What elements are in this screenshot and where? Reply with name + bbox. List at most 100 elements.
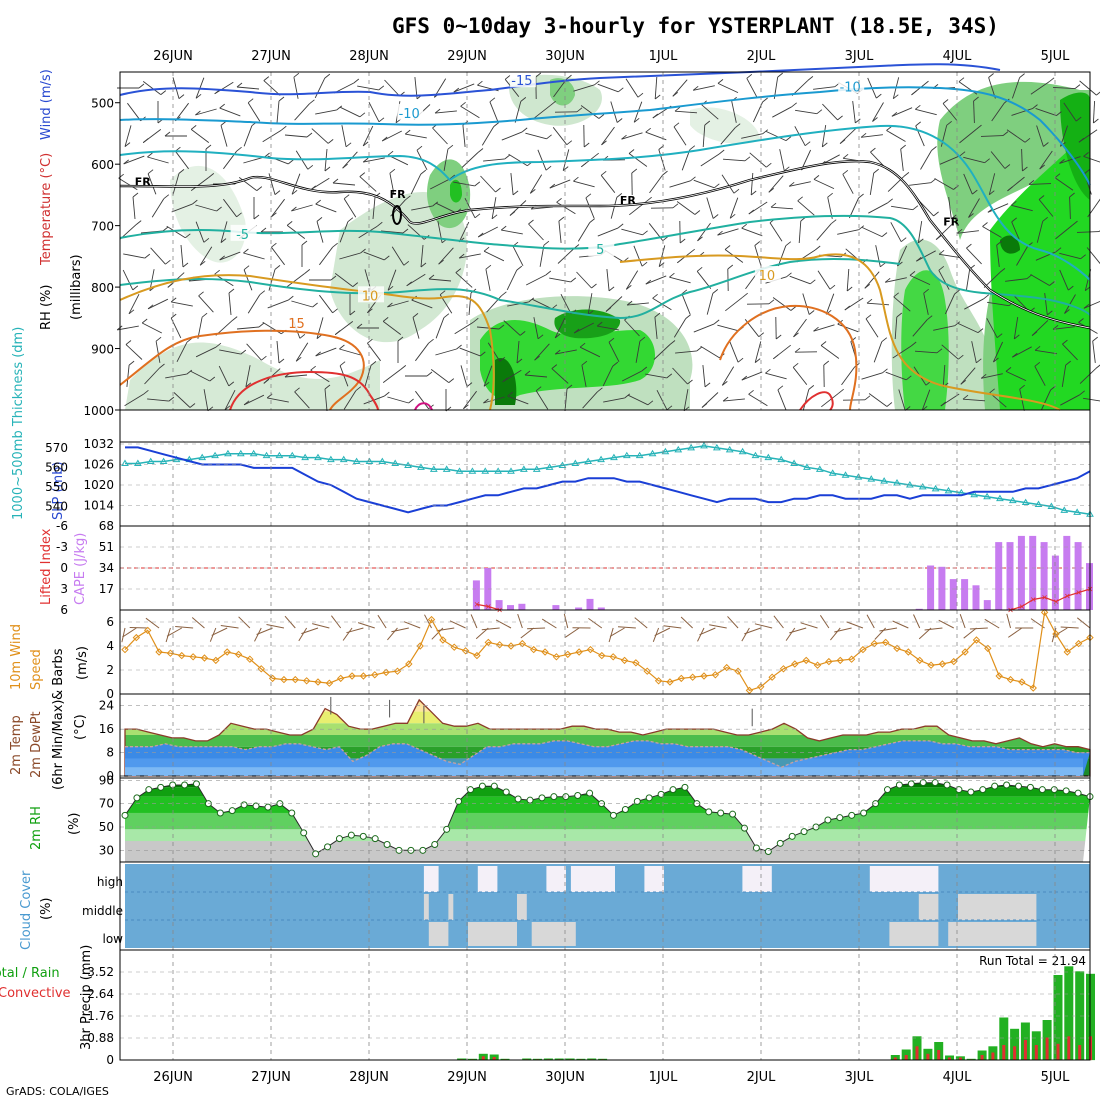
wind-barb: [576, 271, 592, 289]
wind10-speed-marker: [348, 672, 356, 680]
wind10-speed-marker: [609, 653, 617, 661]
wind10-speed-marker: [314, 678, 322, 686]
wind-barb-flag: [713, 319, 720, 325]
wind-barb: [1061, 365, 1067, 387]
thickness-marker: [159, 457, 168, 465]
wind-barb: [669, 276, 691, 284]
wind-barb-flag: [412, 313, 419, 318]
run-total-label: Run Total = 21.94: [979, 954, 1086, 968]
precip-convective-bar: [926, 1053, 930, 1061]
wind-barb: [485, 269, 491, 291]
wind10-speed-marker: [825, 657, 833, 666]
thickness-tick-label: 540: [45, 499, 68, 513]
rh-marker: [216, 809, 224, 817]
rh-marker: [883, 786, 891, 794]
wind-barb: [176, 341, 188, 363]
precip-total-bar: [1010, 1028, 1020, 1061]
wind-barb: [1069, 196, 1071, 220]
wind-barb-flag: [142, 138, 149, 143]
wind-barb-flag: [581, 360, 588, 366]
wind-barb: [957, 230, 979, 234]
rh-marker: [443, 825, 451, 833]
wind-barb-flag: [420, 262, 427, 268]
wind-barb-flag: [543, 240, 550, 246]
wind10-speed-marker: [654, 677, 663, 685]
cape-bar: [586, 598, 594, 610]
cape-bar: [972, 585, 980, 610]
wind-barb-flag: [170, 297, 177, 303]
date-label-bottom: 3JUL: [845, 1070, 875, 1085]
wind-barb: [382, 321, 402, 335]
wind-barb-flag: [882, 368, 888, 374]
thickness-marker: [1060, 506, 1069, 513]
rh-marker: [324, 843, 332, 851]
rh-marker: [121, 811, 129, 819]
wind-barb: [1006, 129, 1026, 143]
wind-barb: [155, 341, 161, 363]
wind-barb-flag: [195, 110, 201, 116]
wind-barb: [597, 227, 619, 237]
wind-barb: [552, 127, 568, 145]
thickness-marker: [983, 492, 991, 500]
wind-barb-flag: [219, 255, 225, 261]
wind-barb-flag: [744, 156, 751, 162]
wind-barb: [219, 349, 241, 355]
wind-barb-flag: [147, 152, 153, 158]
wind-barb: [821, 125, 827, 147]
wind-barb-flag: [858, 193, 864, 199]
wind-barb: [754, 245, 762, 267]
wind-barb-flag: [1002, 131, 1009, 136]
wind-barb-flag: [750, 190, 757, 196]
wind-barb-flag: [312, 302, 318, 308]
wind-barb-flag: [397, 336, 404, 342]
cloud-axis-label: Cloud Cover: [19, 870, 34, 950]
wind-barb: [506, 269, 518, 291]
wind-barb-flag: [186, 369, 193, 375]
wind-barb-flag: [295, 356, 302, 362]
wind-barb: [820, 345, 840, 359]
wind10-barb: [588, 617, 603, 629]
wind-barb: [122, 269, 134, 291]
wind-barb-flag: [637, 92, 644, 98]
wind10-barb: [220, 625, 239, 629]
wind-barb: [944, 293, 956, 315]
isotherm-minus5: [119, 124, 1091, 281]
cape-tick-label: 34: [99, 561, 114, 575]
wind10-speed-marker: [1063, 648, 1071, 656]
wind-barb: [503, 320, 521, 336]
wind-barb: [1059, 252, 1081, 260]
wind-barb: [501, 229, 523, 235]
wind10-barb: [312, 623, 330, 629]
wind-barb-flag: [343, 194, 350, 200]
wind-barb: [821, 392, 839, 408]
precip-total-bar: [522, 1058, 532, 1060]
wind-barb: [171, 203, 193, 213]
wind-barb-flag: [791, 102, 797, 108]
precip-convective-bar: [1045, 1037, 1049, 1060]
wind-barb: [141, 322, 163, 334]
wind10-tick-label: 6: [106, 615, 114, 629]
precip-convective-bar: [958, 1057, 962, 1060]
wind10-barb: [527, 627, 546, 630]
wind-barb: [195, 108, 217, 116]
wind-barb: [885, 371, 907, 381]
pressure-tick-label: 600: [91, 158, 114, 172]
wind-barb: [342, 151, 358, 169]
wind-barb: [794, 126, 806, 146]
wind-barb-flag: [742, 292, 748, 298]
wind-barb: [886, 130, 906, 142]
wind-barb: [825, 293, 835, 315]
wind-barb: [487, 342, 501, 362]
wind-barb-flag: [976, 124, 982, 130]
thickness-marker: [1047, 502, 1056, 509]
wind-barb: [960, 367, 976, 385]
lifted-index-tick-label: 0: [60, 561, 68, 575]
wind-barb-flag: [842, 169, 849, 175]
wind-barb-flag: [896, 312, 903, 318]
wind-barb-flag: [672, 91, 679, 97]
freezing-level-label: FR: [620, 194, 637, 207]
cloud-gap: [570, 866, 615, 892]
wind-barb: [873, 341, 883, 363]
wind-barb: [387, 269, 397, 291]
